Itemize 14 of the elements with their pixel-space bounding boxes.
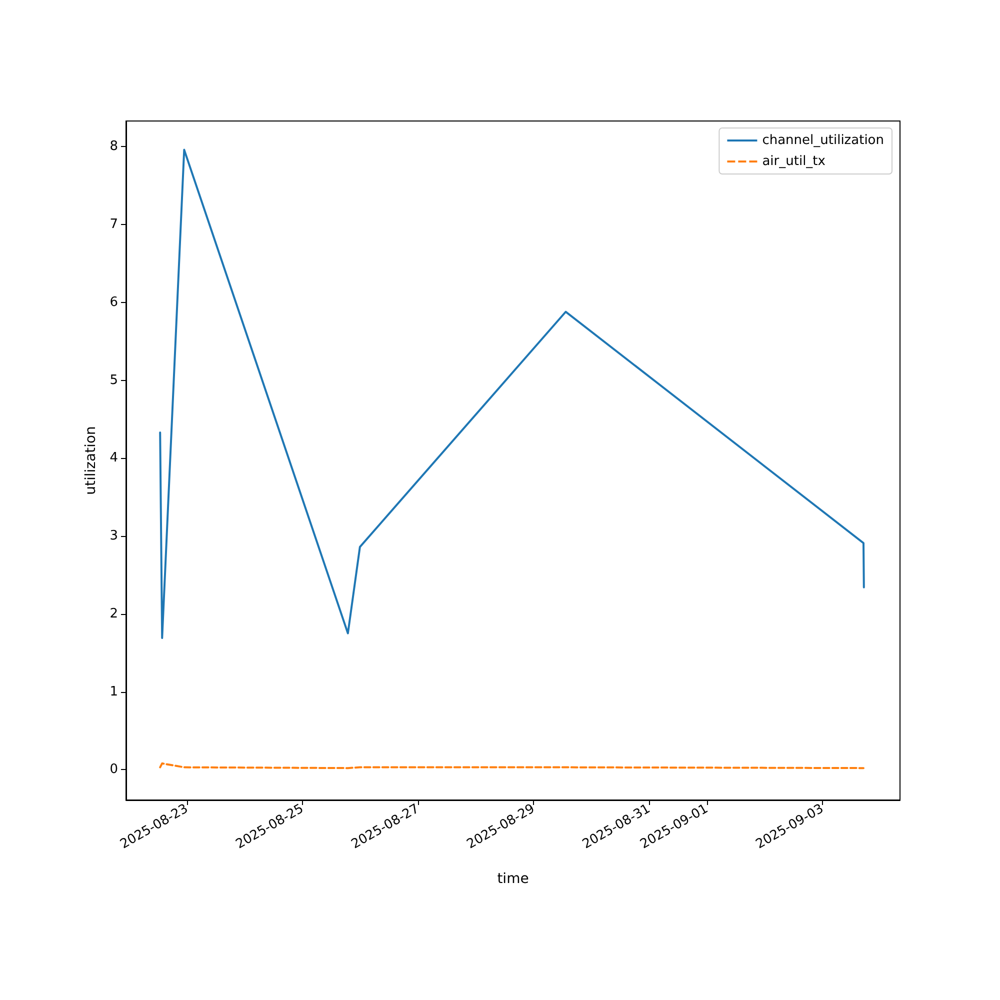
y-tick-label: 5 <box>110 372 118 388</box>
y-tick-label: 6 <box>110 294 118 310</box>
y-tick-label: 2 <box>110 606 118 622</box>
legend-label: channel_utilization <box>762 133 884 148</box>
line-series <box>159 148 865 640</box>
y-axis-title: utilization <box>83 426 99 495</box>
y-tick-label: 7 <box>110 217 118 232</box>
y-tick-label: 0 <box>110 762 118 778</box>
x-axis-title: time <box>497 871 529 887</box>
y-tick-label: 3 <box>110 528 118 544</box>
legend-label: air_util_tx <box>762 154 826 169</box>
y-tick-label: 4 <box>110 450 118 466</box>
y-tick-label: 1 <box>110 684 118 700</box>
y-tick-label: 8 <box>110 139 118 154</box>
